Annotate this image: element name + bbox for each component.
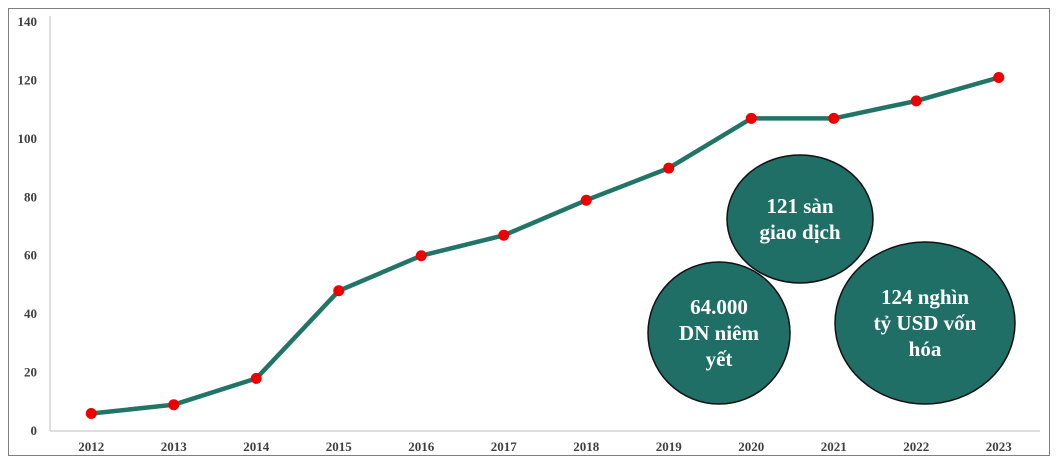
- bubble-text-line: 64.000: [690, 295, 748, 319]
- data-point: [333, 285, 345, 297]
- x-axis-ticks: 2012 2013 2014 2015 2016 2017 2018 2019 2020 2021…: [78, 439, 1012, 454]
- x-tick-label: 2022: [903, 439, 929, 454]
- y-tick-label: 60: [24, 248, 37, 263]
- data-point: [250, 372, 262, 384]
- data-point: [745, 112, 757, 124]
- data-point: [415, 250, 427, 262]
- bubble-text-line: yết: [706, 347, 733, 371]
- bubble-text-line: 124 nghìn: [881, 285, 969, 309]
- y-tick-label: 20: [24, 365, 37, 380]
- bubble-shape: [647, 261, 791, 405]
- x-tick-label: 2012: [78, 439, 104, 454]
- bubble-shape: [726, 154, 874, 284]
- data-point: [828, 112, 840, 124]
- x-tick-label: 2018: [573, 439, 600, 454]
- data-point: [993, 72, 1005, 84]
- data-point: [910, 95, 922, 107]
- x-tick-label: 2020: [738, 439, 764, 454]
- bubble-text-line: giao dịch: [759, 220, 840, 244]
- y-tick-label: 140: [18, 14, 38, 29]
- x-tick-label: 2013: [161, 439, 188, 454]
- data-point: [663, 162, 675, 174]
- bubble-text-line: hóa: [909, 337, 942, 361]
- bubble-shape: [834, 241, 1016, 405]
- data-point: [168, 399, 180, 411]
- series-line-path: [89, 75, 1002, 416]
- data-markers: [85, 72, 1005, 419]
- data-point: [85, 407, 97, 419]
- y-tick-label: 100: [18, 131, 38, 146]
- x-tick-label: 2016: [408, 439, 435, 454]
- x-tick-label: 2023: [986, 439, 1013, 454]
- y-tick-label: 0: [31, 423, 38, 438]
- bubble-text-line: tỷ USD vốn: [874, 311, 977, 335]
- y-axis-ticks: 0 20 40 60 80 100 120 140: [18, 14, 38, 438]
- y-tick-label: 120: [18, 72, 38, 87]
- data-point: [580, 194, 592, 206]
- x-tick-label: 2015: [326, 439, 353, 454]
- series-line: [89, 75, 1002, 416]
- axes: [49, 16, 1040, 432]
- bubble-text-line: 121 sàn: [766, 194, 833, 218]
- x-tick-label: 2014: [243, 439, 270, 454]
- x-tick-label: 2017: [491, 439, 518, 454]
- y-tick-label: 40: [24, 306, 37, 321]
- data-point: [498, 229, 510, 241]
- y-tick-label: 80: [24, 189, 37, 204]
- x-tick-label: 2019: [656, 439, 683, 454]
- bubble-text-line: DN niêm: [679, 321, 759, 345]
- x-tick-label: 2021: [821, 439, 847, 454]
